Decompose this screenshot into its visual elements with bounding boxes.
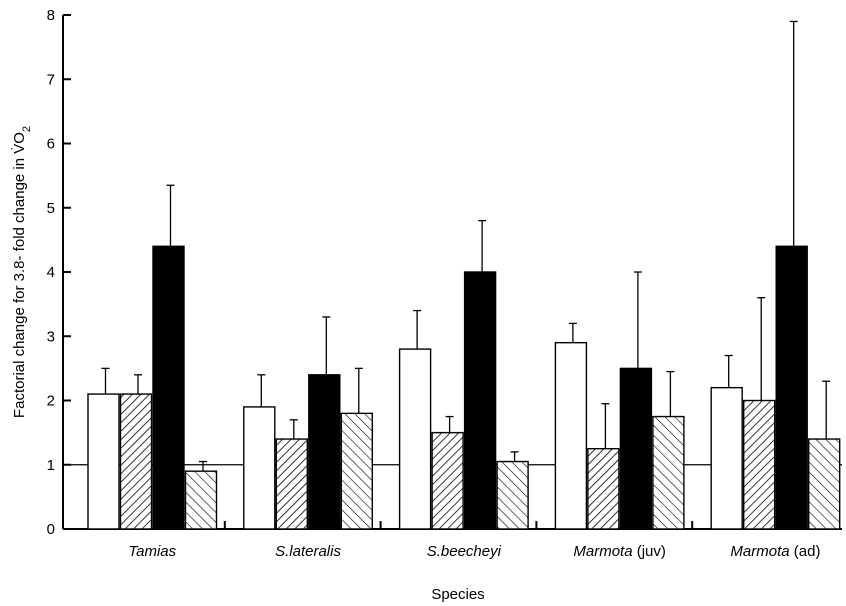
bar: [775, 245, 808, 530]
category-label: Tamias: [128, 543, 176, 560]
category-label: S.beecheyi: [427, 543, 502, 560]
category-label: Marmota (juv): [573, 543, 666, 560]
category-label-name: S.lateralis: [275, 543, 341, 560]
y-tick-label: 6: [47, 136, 55, 153]
y-tick-label: 2: [47, 393, 55, 410]
bar: [710, 386, 743, 530]
category-label-suffix: (juv): [633, 543, 666, 560]
bar: [587, 447, 620, 530]
y-tick-label: 4: [47, 264, 55, 281]
bar: [554, 341, 588, 530]
bar: [87, 393, 120, 530]
y-axis-title: Factorial change for 3.8- fold change in…: [11, 126, 33, 418]
category-label-suffix: (ad): [790, 543, 821, 560]
category-label: S.lateralis: [275, 543, 341, 560]
bar: [119, 393, 153, 530]
bar: [275, 438, 308, 530]
y-axis-title-subscript: 2: [21, 126, 33, 132]
bar: [463, 271, 497, 530]
bar: [340, 412, 373, 530]
bar: [743, 399, 776, 530]
category-label-name: Marmota: [573, 543, 632, 560]
bars-group: [87, 20, 841, 530]
x-axis-title: Species: [431, 586, 484, 603]
bar: [243, 406, 276, 530]
y-tick-label: 3: [47, 328, 55, 345]
y-tick-label: 8: [47, 7, 55, 24]
bar: [808, 438, 841, 530]
bar: [152, 245, 185, 530]
y-tick-label: 5: [47, 200, 55, 217]
bar: [184, 470, 218, 530]
bar: [496, 460, 529, 530]
bar: [431, 431, 464, 530]
bar: [398, 348, 432, 530]
category-label-name: Marmota: [730, 543, 789, 560]
bar: [652, 415, 685, 530]
bar: [308, 374, 341, 530]
category-label-name: S.beecheyi: [427, 543, 502, 560]
category-label-name: Tamias: [128, 543, 176, 560]
labels-group: 0 1 2 3 4 5 6 7 8 Tamias S.lateralis S.beecheyi Marm…: [47, 7, 821, 560]
y-tick-label: 7: [47, 71, 55, 88]
y-tick-label: 1: [47, 457, 55, 474]
bar: [619, 367, 653, 530]
y-tick-label: 0: [47, 521, 55, 538]
category-label: Marmota (ad): [730, 543, 820, 560]
